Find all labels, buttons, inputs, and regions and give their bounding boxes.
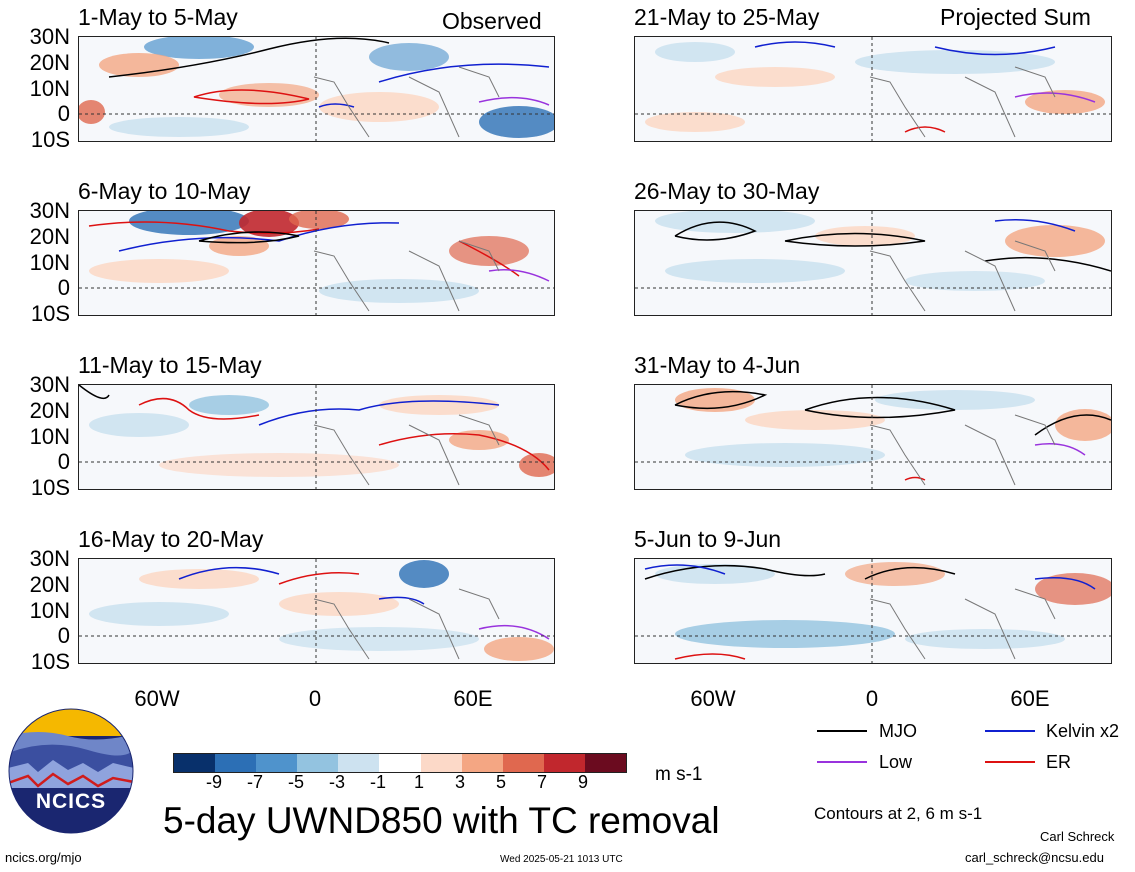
y-tick: 20N (29, 398, 70, 423)
colorbar-labels: -9 -7 -5 -3 -1 1 3 5 7 9 (173, 772, 625, 794)
main-title: 5-day UWND850 with TC removal (163, 800, 720, 841)
y-tick: 0 (57, 275, 70, 300)
colorbar-label: 1 (413, 772, 424, 792)
ncics-logo: NCICS (8, 708, 134, 834)
timestamp: Wed 2025-05-21 1013 UTC (500, 854, 623, 865)
colorbar-label: -9 (205, 772, 222, 792)
colorbar-label: -1 (369, 772, 386, 792)
y-tick: 0 (57, 623, 70, 648)
colorbar-label: 3 (454, 772, 465, 792)
legend-label-kelvin: Kelvin x2 (1046, 721, 1120, 741)
legend-label-low: Low (879, 752, 913, 772)
panel-title-obs-4: 16-May to 20-May (78, 526, 264, 552)
colorbar-label: -5 (287, 772, 304, 792)
site-link[interactable]: ncics.org/mjo (5, 850, 82, 865)
panel-title-obs-1: 1-May to 5-May (78, 4, 238, 30)
colorbar-segment (174, 754, 217, 772)
colorbar-label: 7 (536, 772, 547, 792)
colorbar-label: -3 (328, 772, 345, 792)
y-tick: 10N (29, 250, 70, 275)
colorbar-label: -7 (246, 772, 263, 792)
y-tick: 20N (29, 224, 70, 249)
y-tick: 10S (30, 301, 70, 326)
map-panel-proj-4 (634, 558, 1112, 664)
colorbar-segment (338, 754, 381, 772)
colorbar-unit: m s-1 (655, 764, 703, 785)
legend-label-mjo: MJO (879, 721, 917, 741)
panel-title-proj-3: 31-May to 4-Jun (634, 352, 801, 378)
legend-line-kelvin (985, 730, 1035, 732)
colorbar-segment (584, 754, 626, 772)
colorbar-segment (256, 754, 299, 772)
legend-line-mjo (817, 730, 867, 732)
colorbar-segment (215, 754, 258, 772)
legend-line-er (985, 761, 1035, 763)
colorbar-segment (297, 754, 340, 772)
y-tick: 30N (29, 24, 70, 49)
colorbar-segment (543, 754, 586, 772)
panel-title-proj-4: 5-Jun to 9-Jun (634, 526, 782, 552)
x-tick: 60E (1010, 686, 1050, 711)
y-tick: 20N (29, 50, 70, 75)
x-tick: 60W (134, 686, 180, 711)
contours-note: Contours at 2, 6 m s-1 (814, 804, 983, 823)
y-tick: 10S (30, 475, 70, 500)
colorbar (173, 753, 627, 773)
email-link[interactable]: carl_schreck@ncsu.edu (965, 850, 1104, 865)
y-tick: 20N (29, 572, 70, 597)
colorbar-segment (379, 754, 422, 772)
y-tick: 30N (29, 198, 70, 223)
colorbar-label: 9 (577, 772, 588, 792)
colorbar-segment (420, 754, 463, 772)
panel-title-obs-2: 6-May to 10-May (78, 178, 251, 204)
x-tick: 60W (690, 686, 736, 711)
map-panel-proj-3 (634, 384, 1112, 490)
y-tick: 10S (30, 649, 70, 674)
observed-header: Observed (442, 8, 542, 34)
y-tick: 30N (29, 546, 70, 571)
map-panel-obs-4 (78, 558, 555, 664)
y-tick: 10S (30, 127, 70, 152)
map-panel-proj-2 (634, 210, 1112, 316)
author: Carl Schreck (1040, 829, 1115, 844)
colorbar-segment (502, 754, 545, 772)
y-tick: 0 (57, 449, 70, 474)
legend-line-low (817, 761, 867, 763)
panel-title-obs-3: 11-May to 15-May (78, 352, 262, 378)
map-panel-obs-3 (78, 384, 555, 490)
colorbar-segment (461, 754, 504, 772)
projected-sum-header: Projected Sum (940, 4, 1091, 30)
panel-title-proj-1: 21-May to 25-May (634, 4, 820, 30)
y-tick: 10N (29, 424, 70, 449)
y-tick: 30N (29, 372, 70, 397)
logo-text: NCICS (35, 790, 107, 813)
panel-title-proj-2: 26-May to 30-May (634, 178, 820, 204)
map-panel-proj-1 (634, 36, 1112, 142)
x-tick: 0 (308, 686, 322, 711)
x-tick: 0 (865, 686, 879, 711)
map-panel-obs-2 (78, 210, 555, 316)
colorbar-label: 5 (495, 772, 506, 792)
y-tick: 10N (29, 598, 70, 623)
map-panel-obs-1 (78, 36, 555, 142)
legend-label-er: ER (1046, 752, 1072, 772)
y-tick: 10N (29, 76, 70, 101)
y-tick: 0 (57, 101, 70, 126)
x-tick: 60E (453, 686, 493, 711)
